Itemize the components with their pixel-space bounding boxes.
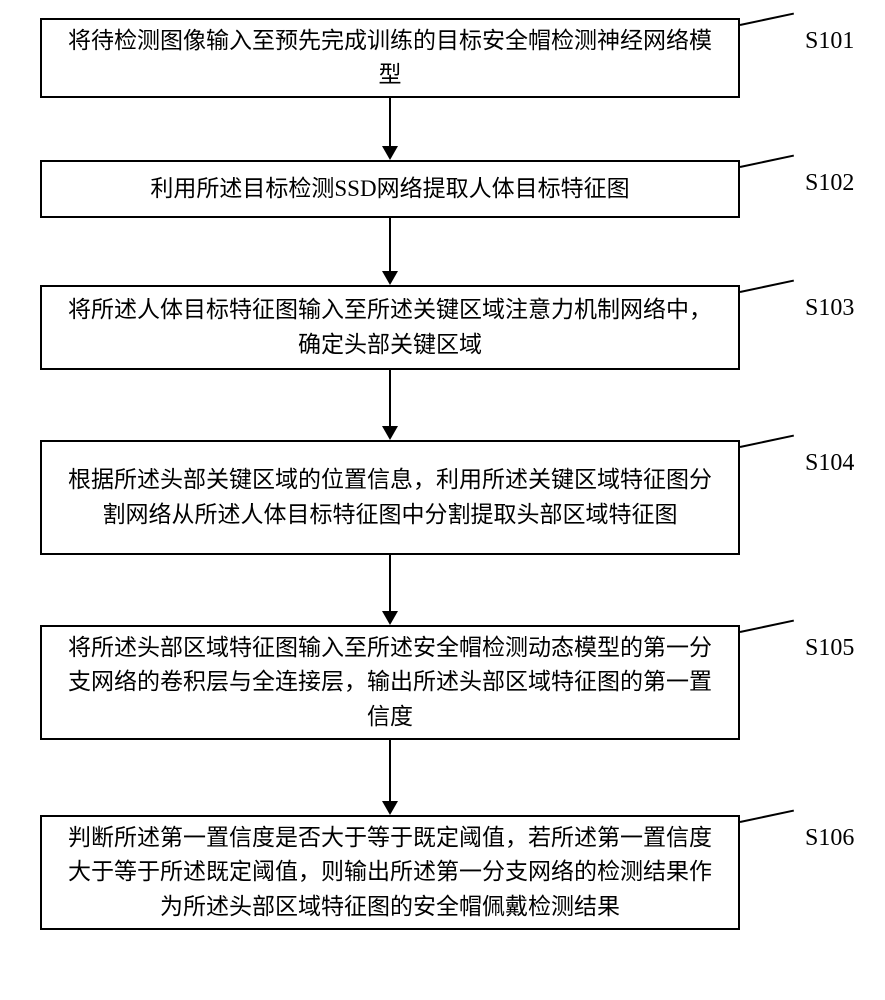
flow-step-s102: 利用所述目标检测SSD网络提取人体目标特征图 — [40, 160, 740, 218]
label-connector — [740, 155, 794, 168]
flow-step-s101: 将待检测图像输入至预先完成训练的目标安全帽检测神经网络模型 — [40, 18, 740, 98]
flow-step-label-s103: S103 — [805, 295, 854, 322]
flow-step-text: 利用所述目标检测SSD网络提取人体目标特征图 — [150, 172, 629, 207]
flow-step-text: 判断所述第一置信度是否大于等于既定阈值，若所述第一置信度大于等于所述既定阈值，则… — [62, 821, 718, 925]
label-connector — [740, 13, 794, 26]
flow-arrow-head — [382, 426, 398, 440]
flow-arrow-line — [389, 740, 391, 801]
flow-arrow-head — [382, 801, 398, 815]
flow-step-text: 根据所述头部关键区域的位置信息，利用所述关键区域特征图分割网络从所述人体目标特征… — [62, 463, 718, 532]
flow-step-label-s101: S101 — [805, 28, 854, 55]
flow-step-label-s105: S105 — [805, 635, 854, 662]
flow-step-s105: 将所述头部区域特征图输入至所述安全帽检测动态模型的第一分支网络的卷积层与全连接层… — [40, 625, 740, 740]
flowchart-canvas: 将待检测图像输入至预先完成训练的目标安全帽检测神经网络模型 S101 利用所述目标检… — [0, 0, 885, 1000]
flow-step-s104: 根据所述头部关键区域的位置信息，利用所述关键区域特征图分割网络从所述人体目标特征… — [40, 440, 740, 555]
label-connector — [740, 435, 794, 448]
label-connector — [740, 620, 794, 633]
flow-step-label-s102: S102 — [805, 170, 854, 197]
flow-arrow-line — [389, 555, 391, 611]
flow-step-label-s106: S106 — [805, 825, 854, 852]
flow-step-text: 将所述头部区域特征图输入至所述安全帽检测动态模型的第一分支网络的卷积层与全连接层… — [62, 631, 718, 735]
flow-step-text: 将待检测图像输入至预先完成训练的目标安全帽检测神经网络模型 — [62, 24, 718, 93]
flow-arrow-head — [382, 611, 398, 625]
label-connector — [740, 810, 794, 823]
flow-step-s103: 将所述人体目标特征图输入至所述关键区域注意力机制网络中，确定头部关键区域 — [40, 285, 740, 370]
flow-arrow-line — [389, 218, 391, 271]
flow-arrow-head — [382, 271, 398, 285]
flow-arrow-head — [382, 146, 398, 160]
flow-arrow-line — [389, 370, 391, 426]
flow-step-s106: 判断所述第一置信度是否大于等于既定阈值，若所述第一置信度大于等于所述既定阈值，则… — [40, 815, 740, 930]
label-connector — [740, 280, 794, 293]
flow-step-text: 将所述人体目标特征图输入至所述关键区域注意力机制网络中，确定头部关键区域 — [62, 293, 718, 362]
flow-arrow-line — [389, 98, 391, 146]
flow-step-label-s104: S104 — [805, 450, 854, 477]
